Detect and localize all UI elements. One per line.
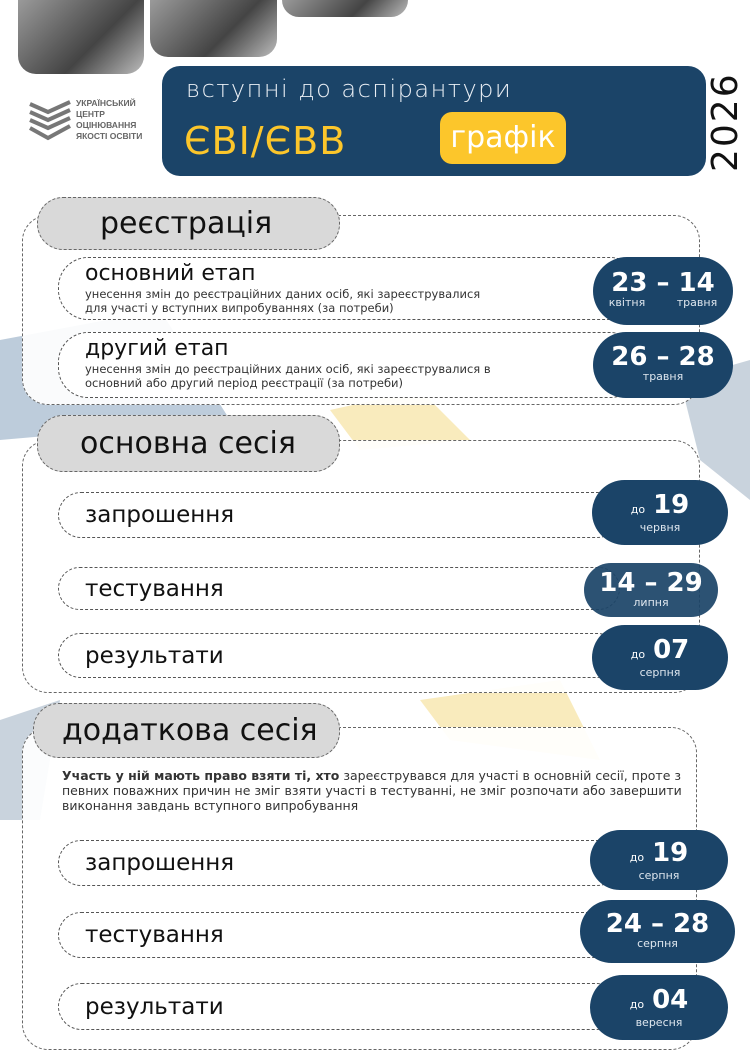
date-badge: до 19 червня bbox=[592, 480, 728, 545]
stage-desc: унесення змін до реєстраційних даних осі… bbox=[85, 287, 481, 301]
logo-text: УКРАЇНСЬКИЙ bbox=[76, 98, 136, 108]
stage-label: основний етап bbox=[85, 261, 256, 286]
date-badge: до 07 серпня bbox=[592, 625, 728, 690]
photo-people bbox=[150, 0, 277, 57]
schedule-badge: графік bbox=[440, 112, 566, 164]
registration-title: реєстрація bbox=[37, 197, 340, 250]
logo-book-icon bbox=[29, 100, 71, 141]
date-badge: 14 – 29 липня bbox=[584, 563, 718, 617]
extra-testing-row: тестування bbox=[58, 912, 620, 958]
date-value: 24 – 28 bbox=[605, 909, 710, 939]
month-label: квітня bbox=[608, 296, 646, 309]
month-label: вересня bbox=[635, 1016, 683, 1029]
date-value: 19 bbox=[653, 490, 690, 520]
note-text: зареєструвався для участі в основній сес… bbox=[62, 768, 682, 813]
header-banner: вступні до аспірантури ЄВІ/ЄВВ графік bbox=[162, 66, 706, 176]
date-value: 04 bbox=[652, 985, 689, 1015]
month-label: липня bbox=[633, 596, 669, 609]
photo-registration bbox=[18, 0, 144, 74]
extra-invitation-row: запрошення bbox=[58, 840, 620, 886]
banner-subtitle: вступні до аспірантури bbox=[186, 75, 513, 103]
date-value: 23 – 14 bbox=[611, 268, 715, 298]
banner-title: ЄВІ/ЄВВ bbox=[184, 119, 347, 163]
month-label: серпня bbox=[638, 869, 680, 882]
month-label: травня bbox=[642, 370, 684, 383]
logo-text: ЯКОСТІ ОСВІТИ bbox=[76, 131, 143, 141]
stage-label: другий етап bbox=[85, 336, 229, 361]
date-badge: 24 – 28 серпня bbox=[580, 900, 735, 963]
main-session-title: основна сесія bbox=[37, 415, 340, 472]
main-invitation-row: запрошення bbox=[58, 492, 620, 538]
date-badge: 23 – 14 квітня травня bbox=[593, 257, 733, 325]
main-results-row: результати bbox=[58, 633, 620, 678]
stage-desc: унесення змін до реєстраційних даних осі… bbox=[85, 362, 491, 376]
date-value: 07 bbox=[653, 635, 690, 665]
date-badge: 26 – 28 травня bbox=[593, 332, 733, 398]
extra-session-note: Участь у ній мають право взяти ті, хто з… bbox=[62, 768, 682, 813]
date-value: 26 – 28 bbox=[611, 342, 715, 372]
date-prefix: до bbox=[629, 998, 645, 1011]
date-badge: до 04 вересня bbox=[590, 975, 728, 1040]
date-value: 14 – 29 bbox=[599, 568, 703, 598]
photo-students bbox=[282, 0, 408, 17]
year-label: 2026 bbox=[705, 72, 746, 172]
date-prefix: до bbox=[629, 851, 645, 864]
month-label: серпня bbox=[637, 937, 678, 950]
stage-desc: для участі у вступних випробуваннях (за … bbox=[85, 301, 394, 315]
date-badge: до 19 серпня bbox=[590, 830, 728, 890]
note-bold: Участь у ній мають право взяти ті, хто bbox=[62, 768, 340, 783]
registration-main-stage: основний етап унесення змін до реєстраці… bbox=[58, 257, 640, 320]
month-label: червня bbox=[639, 521, 681, 534]
month-label: травня bbox=[676, 296, 718, 309]
date-value: 19 bbox=[652, 838, 689, 868]
registration-second-stage: другий етап унесення змін до реєстраційн… bbox=[58, 332, 640, 398]
logo-text: ОЦІНЮВАННЯ bbox=[76, 120, 137, 130]
main-testing-row: тестування bbox=[58, 567, 620, 610]
date-prefix: до bbox=[630, 503, 646, 516]
extra-session-title: додаткова сесія bbox=[33, 703, 340, 758]
extra-results-row: результати bbox=[58, 983, 620, 1030]
date-prefix: до bbox=[630, 648, 646, 661]
ucoko-logo: УКРАЇНСЬКИЙ ЦЕНТР ОЦІНЮВАННЯ ЯКОСТІ ОСВІТИ bbox=[28, 98, 153, 144]
month-label: серпня bbox=[639, 666, 681, 679]
stage-desc: основний або другий період реєстрації (з… bbox=[85, 376, 403, 390]
logo-text: ЦЕНТР bbox=[76, 109, 105, 119]
